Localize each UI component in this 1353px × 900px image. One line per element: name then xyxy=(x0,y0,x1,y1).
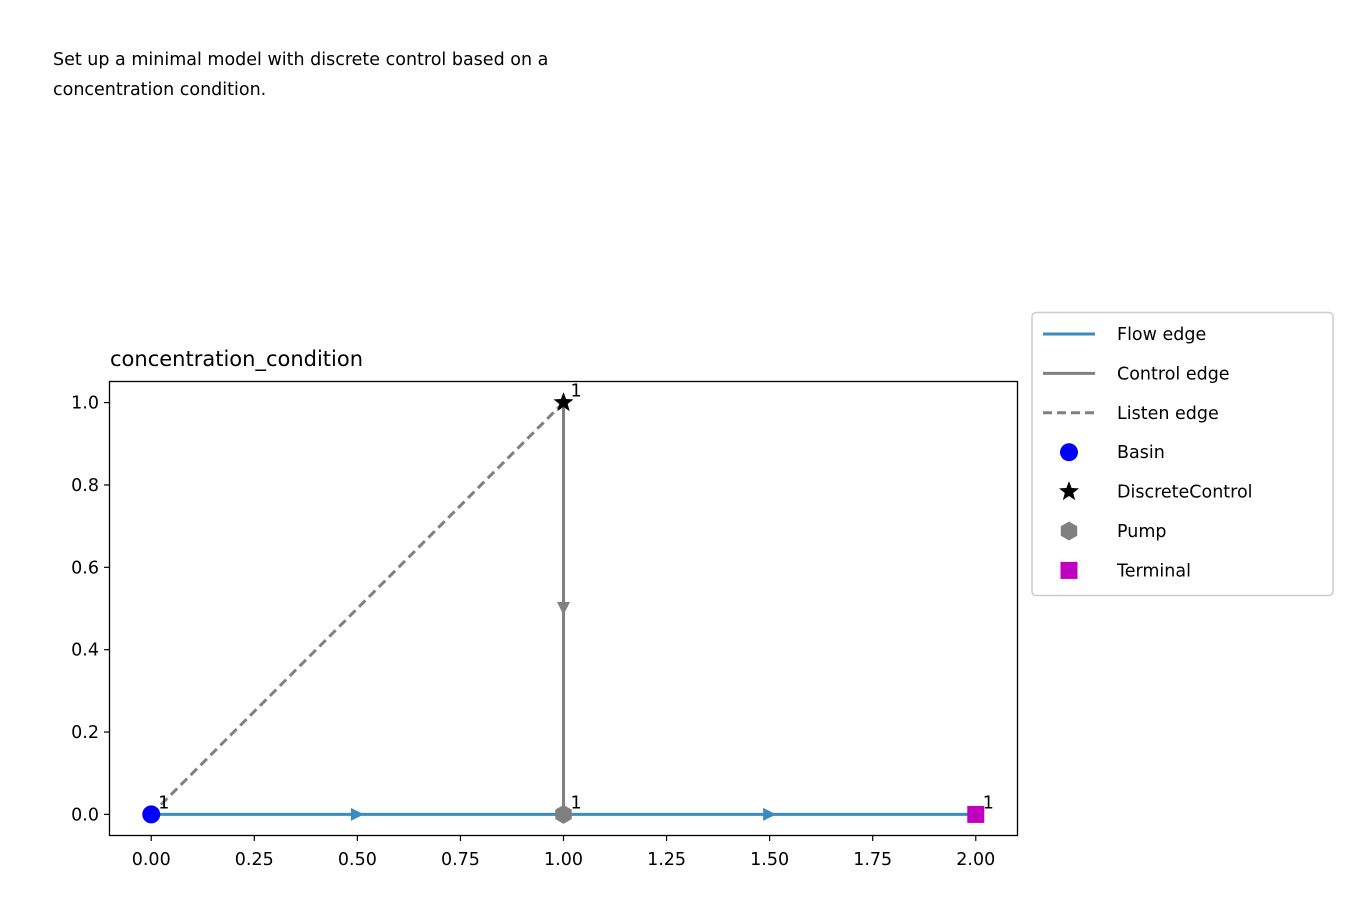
legend-label: Flow edge xyxy=(1117,325,1206,345)
node-label: 1 xyxy=(571,382,582,402)
legend-marker-swatch xyxy=(1060,561,1078,579)
x-tick-label: 0.25 xyxy=(235,850,274,870)
legend-label: Terminal xyxy=(1116,561,1191,581)
edges-layer xyxy=(150,401,976,821)
legend: Flow edge Control edge Listen edge Basin Dis… xyxy=(1031,311,1334,597)
x-axis: 0.00 0.25 0.50 0.75 1.00 1.25 1.50 1.75 2.00 xyxy=(132,835,995,870)
flow-edge-arrow xyxy=(763,807,777,821)
legend-label: Pump xyxy=(1117,522,1167,542)
basin-node xyxy=(142,805,161,824)
control-edge-arrow xyxy=(557,602,570,615)
legend-label: Control edge xyxy=(1117,364,1230,384)
node-label: 1 xyxy=(983,793,994,813)
y-axis: 0.0 0.2 0.4 0.6 0.8 1.0 xyxy=(71,394,110,825)
x-tick-label: 1.50 xyxy=(750,850,789,870)
y-tick-label: 0.0 xyxy=(71,805,99,825)
description: Set up a minimal model with discrete con… xyxy=(53,45,853,105)
x-tick-label: 1.75 xyxy=(853,850,892,870)
node-label: 1 xyxy=(571,793,582,813)
x-tick-label: 0.75 xyxy=(441,850,480,870)
discretecontrol-node xyxy=(553,392,574,412)
y-tick-label: 0.8 xyxy=(71,476,99,496)
terminal-node xyxy=(967,805,985,823)
y-tick-label: 0.6 xyxy=(71,558,99,578)
description-line-2: concentration condition. xyxy=(53,80,267,100)
y-tick-label: 1.0 xyxy=(71,394,99,414)
legend-label: Listen edge xyxy=(1117,404,1219,424)
legend-label: Basin xyxy=(1117,443,1165,463)
description-line-1: Set up a minimal model with discrete con… xyxy=(53,50,549,70)
legend-marker-swatch xyxy=(1060,521,1078,541)
y-tick-label: 0.2 xyxy=(71,723,99,743)
x-tick-label: 0.00 xyxy=(132,850,171,870)
nodes-layer: 1 1 1 1 xyxy=(142,382,994,824)
node-label: 1 xyxy=(158,793,169,813)
x-tick-label: 1.00 xyxy=(544,850,583,870)
listen-edge xyxy=(150,401,565,816)
x-tick-label: 2.00 xyxy=(956,850,995,870)
legend-marker-swatch xyxy=(1060,443,1078,462)
x-tick-label: 1.25 xyxy=(647,850,686,870)
y-tick-label: 0.4 xyxy=(71,641,99,661)
flow-edge-arrow xyxy=(350,807,364,821)
legend-box xyxy=(1031,311,1334,597)
chart-title: concentration_condition xyxy=(110,347,363,372)
legend-label: DiscreteControl xyxy=(1117,483,1253,503)
pump-node xyxy=(555,804,572,824)
legend-marker-swatch xyxy=(1059,481,1079,501)
x-tick-label: 0.50 xyxy=(338,850,377,870)
